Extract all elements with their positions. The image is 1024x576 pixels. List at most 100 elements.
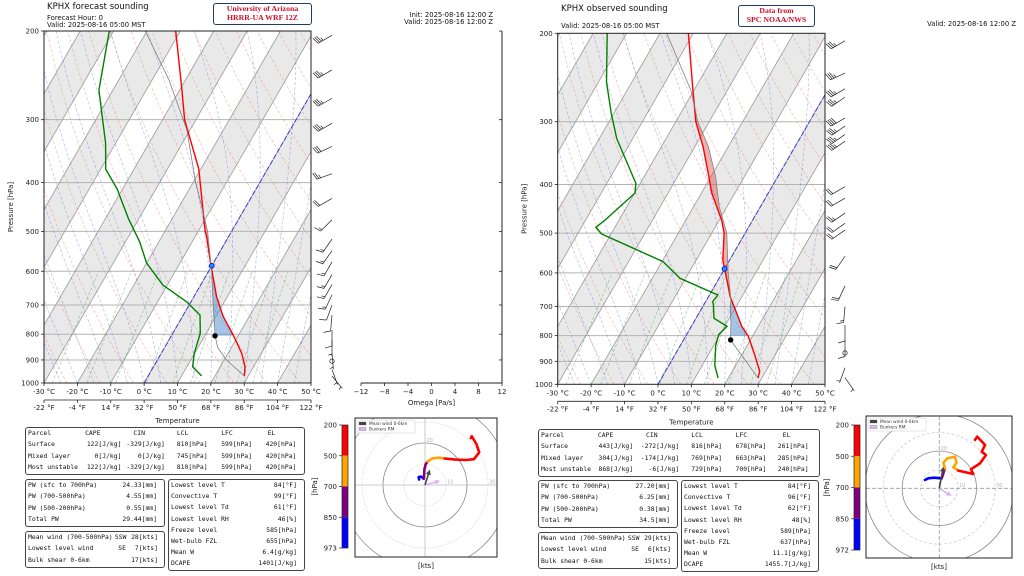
forecast-hour: Forecast Hour: 0 (47, 14, 103, 22)
y-tick-label: 700 (539, 303, 552, 311)
wind-barb (836, 367, 846, 383)
parcel-value: 729[hPa] (691, 465, 723, 474)
x-tick-label-fahrenheit: 86 °F (235, 404, 254, 412)
barb-full-feather (831, 297, 840, 299)
isotherm-shade-band (277, 325, 311, 383)
colorbar-segment (854, 456, 860, 488)
mixing-ratio-line (600, 272, 646, 385)
barb-shaft (830, 72, 846, 81)
barb-full-feather (827, 137, 834, 143)
x-tick-label-celsius: 40 °C (268, 388, 288, 396)
column-header: Parcel (28, 429, 52, 437)
column-header: LCL (691, 431, 703, 439)
parcel-value: 261[hPa] (777, 442, 809, 451)
x-tick-label-celsius: -20 °C (66, 388, 88, 396)
colorbar-segment (342, 425, 348, 456)
barb-half-feather (320, 260, 325, 263)
barb-half-feather (320, 249, 325, 251)
parcel-value: -272[J/kg] (640, 442, 680, 451)
pw-label: PW (700-500hPa) (28, 492, 86, 501)
parcel-type: Most unstable (541, 465, 592, 474)
barb-shaft (830, 88, 846, 98)
precipitable-water-table-observed: PW (sfc to 700hPa) 27.20[mm] PW (700-500hP… (538, 480, 678, 528)
parcel-table-row: Surface 443[J/kg] -272[J/kg] 816[hPa] 678[hP… (541, 441, 817, 452)
parcel-table-row: Surface 122[J/kg] -329[J/kg] 810[hPa] 599[hP… (28, 439, 302, 450)
isotherm-line (557, 33, 761, 385)
parcel-value: 122[J/kg] (86, 463, 122, 472)
column-header: CAPE (597, 431, 614, 439)
wind-label: Lowest level wind (28, 544, 94, 553)
isotherm-line (557, 33, 594, 96)
stats-label: Lowest level T (684, 482, 738, 490)
wind-barb (312, 122, 333, 132)
barb-shaft (831, 229, 846, 240)
isotherm-line (557, 33, 694, 270)
observed-title: KPHX observed sounding (561, 4, 668, 14)
wind-barb (312, 172, 333, 180)
temperature-profile-line (175, 31, 246, 376)
wind-row: Lowest level wind SE 7[kts] (28, 543, 162, 554)
dry-adiabat (44, 188, 134, 383)
isotherm-line (624, 36, 825, 385)
y-tick-label: 300 (26, 116, 39, 124)
moist-adiabat (623, 33, 709, 385)
stats-row: Mean W 11.1[g/kg] (684, 548, 816, 559)
barb-full-feather (827, 199, 834, 206)
y-tick-label: 700 (26, 301, 39, 309)
wind-barb (329, 353, 334, 370)
wind-barb (319, 304, 333, 321)
wind-barb (324, 330, 333, 349)
dry-adiabat (812, 33, 825, 56)
pw-row: Total PW 29.44[mm] (28, 514, 162, 525)
omega-x-tick-label: 0 (429, 388, 433, 396)
pw-row: Total PW 34.5[mm] (541, 515, 675, 526)
barb-full-feather (825, 200, 832, 207)
x-tick-label-celsius: -30 °C (33, 388, 55, 396)
pw-label: Total PW (28, 515, 59, 524)
parcel-table-row: Most unstable 122[J/kg] -329[J/kg] 810[hPa]… (28, 462, 302, 473)
column-header: EL (782, 431, 791, 439)
stats-row: Freeze level 589[hPa] (684, 526, 816, 537)
wind-barb (825, 117, 846, 127)
dry-adiabat (749, 33, 825, 167)
wind-barb (312, 97, 333, 107)
dry-adiabat (834, 33, 1024, 384)
x-tick-label-celsius: 0 °C (650, 389, 665, 397)
barb-full-feather (829, 265, 838, 269)
barb-full-feather (827, 226, 834, 232)
hodograph-trace (923, 476, 944, 482)
legend-label: Bunkers RM (369, 427, 395, 433)
x-tick-label-fahrenheit: 14 °F (101, 404, 120, 412)
barb-full-feather (826, 130, 833, 136)
mixing-ratio-line (115, 271, 159, 383)
colorbar-segment (342, 455, 348, 487)
barb-half-feather (320, 37, 324, 41)
barb-full-feather (314, 200, 321, 206)
dry-adiabat (643, 33, 825, 358)
mixing-ratio-line (145, 271, 188, 383)
wind-label: Bulk shear 0-6km (541, 556, 603, 565)
barb-half-feather (328, 353, 333, 356)
stats-label: Wet-bulb FZL (684, 537, 731, 546)
wind-barb (328, 340, 333, 357)
y-tick-label: 1000 (535, 381, 553, 389)
x-tick-label-fahrenheit: 86 °F (749, 405, 768, 413)
mean-wind-arrow-shaft (938, 469, 944, 489)
dry-adiabat (601, 33, 782, 385)
x-tick-label-fahrenheit: -22 °F (33, 404, 54, 412)
parcel-value: 304[J/kg] (598, 453, 634, 462)
x-tick-label-fahrenheit: 68 °F (715, 405, 734, 413)
barb-full-feather (827, 144, 834, 150)
colorbar-tick-label: 973 (324, 545, 337, 553)
legend-box (867, 417, 927, 432)
barb-shaft (844, 377, 855, 391)
barb-full-feather (324, 345, 333, 349)
wind-barb (315, 250, 333, 265)
ring-label: 10 (959, 483, 965, 489)
parcel-value: 769[hPa] (691, 453, 723, 462)
barb-full-feather (837, 340, 846, 344)
parcel-type: Surface (541, 442, 568, 451)
stats-value: 46[%] (277, 514, 297, 523)
barb-full-feather (829, 136, 836, 142)
